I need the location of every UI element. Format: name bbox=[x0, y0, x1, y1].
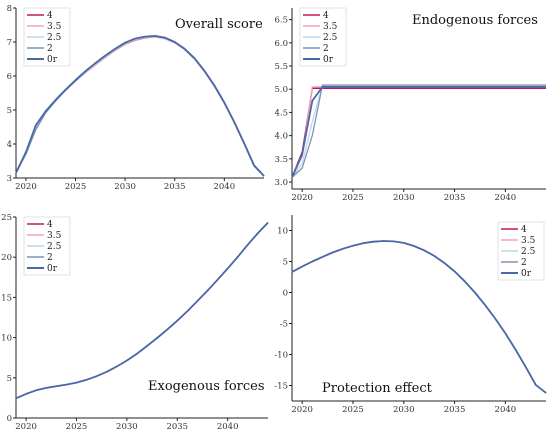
y-tick-label: 10 bbox=[1, 334, 12, 344]
y-tick-label: 4.5 bbox=[274, 108, 288, 118]
legend-label: 3.5 bbox=[47, 231, 62, 241]
series-line-1 bbox=[291, 86, 546, 178]
x-tick-label: 2020 bbox=[15, 182, 37, 192]
x-tick-label: 2025 bbox=[66, 422, 88, 429]
y-tick-label: 5 bbox=[7, 374, 12, 384]
y-tick-label: 3 bbox=[7, 174, 12, 184]
y-tick-label: 0 bbox=[7, 414, 12, 424]
chart-title: Exogenous forces bbox=[148, 379, 265, 394]
x-tick-label: 2020 bbox=[291, 193, 313, 203]
legend-label: 4 bbox=[47, 220, 53, 230]
x-tick-label: 2030 bbox=[393, 405, 415, 415]
y-tick-label: -5 bbox=[280, 320, 288, 330]
x-tick-label: 2040 bbox=[495, 405, 517, 415]
legend-label: 0r bbox=[521, 269, 532, 279]
y-tick-label: 6.0 bbox=[274, 39, 288, 49]
y-tick-label: 20 bbox=[1, 253, 12, 263]
y-tick-label: 4 bbox=[7, 140, 12, 150]
legend-label: 3.5 bbox=[323, 22, 338, 32]
legend-label: 4 bbox=[47, 11, 53, 21]
legend-label: 2 bbox=[323, 44, 329, 54]
x-tick-label: 2025 bbox=[342, 405, 364, 415]
y-tick-label: 5 bbox=[7, 106, 12, 116]
y-tick-label: 5.0 bbox=[274, 85, 288, 95]
legend-label: 0r bbox=[47, 55, 58, 65]
legend-label: 2 bbox=[521, 258, 527, 268]
legend-label: 2 bbox=[47, 253, 53, 263]
legend-label: 0r bbox=[47, 264, 58, 274]
legend-label: 4 bbox=[323, 11, 329, 21]
legend-label: 2.5 bbox=[47, 33, 62, 43]
legend-label: 2.5 bbox=[47, 242, 62, 252]
x-tick-label: 2035 bbox=[166, 422, 188, 429]
legend-box bbox=[23, 7, 71, 67]
x-tick-label: 2020 bbox=[15, 422, 37, 429]
y-tick-label: 3.5 bbox=[274, 155, 288, 165]
x-tick-label: 2030 bbox=[116, 422, 138, 429]
series-line-4 bbox=[291, 86, 546, 178]
chart-title: Overall score bbox=[175, 17, 263, 32]
x-tick-label: 2025 bbox=[65, 182, 87, 192]
chart-panel-4: 2020 2025 2030 2035 2040 -15 -10 -5 0 5 10 43.52.52… bbox=[274, 215, 547, 415]
x-tick-label: 2030 bbox=[114, 182, 136, 192]
chart-panel-1: 2020 2025 2030 2035 204034567843.52.520rOver… bbox=[7, 4, 265, 192]
y-tick-label: 0 bbox=[283, 289, 288, 299]
x-tick-label: 2035 bbox=[444, 193, 466, 203]
legend-label: 0r bbox=[323, 55, 334, 65]
chart-title: Endogenous forces bbox=[412, 13, 538, 28]
x-tick-label: 2020 bbox=[291, 405, 313, 415]
y-tick-label: 6.5 bbox=[274, 16, 288, 26]
y-tick-label: -15 bbox=[274, 382, 288, 392]
x-tick-label: 2040 bbox=[213, 182, 235, 192]
legend-label: 2.5 bbox=[323, 33, 338, 43]
y-tick-label: 5.5 bbox=[274, 62, 288, 72]
chart-panel-3: 2020 2025 2030 2035 2040051015202543.52.520r… bbox=[1, 213, 269, 429]
y-tick-label: 4.0 bbox=[274, 132, 288, 142]
x-tick-label: 2025 bbox=[342, 193, 364, 203]
y-tick-label: 5 bbox=[283, 258, 288, 268]
x-tick-label: 2030 bbox=[393, 193, 415, 203]
y-tick-label: 8 bbox=[7, 4, 12, 14]
x-tick-label: 2035 bbox=[164, 182, 186, 192]
y-tick-label: 15 bbox=[1, 293, 12, 303]
x-tick-label: 2040 bbox=[495, 193, 517, 203]
legend-label: 2 bbox=[47, 44, 53, 54]
chart-panel-2: 2020 2025 2030 2035 2040 3.0 3.5 4.0 4.5 5.0 5.5 6.… bbox=[274, 7, 546, 203]
y-tick-label: 7 bbox=[7, 38, 12, 48]
legend-label: 2.5 bbox=[521, 247, 536, 257]
legend-label: 4 bbox=[521, 225, 527, 235]
y-tick-label: -10 bbox=[274, 351, 288, 361]
series-line-4 bbox=[291, 240, 547, 394]
x-tick-label: 2040 bbox=[217, 422, 239, 429]
legend-label: 3.5 bbox=[47, 22, 62, 32]
y-tick-label: 10 bbox=[277, 227, 288, 237]
series-line-4 bbox=[15, 221, 269, 400]
x-tick-label: 2035 bbox=[444, 405, 466, 415]
series-line-4 bbox=[15, 35, 265, 177]
y-tick-label: 3.0 bbox=[274, 178, 288, 188]
legend-label: 3.5 bbox=[521, 236, 536, 246]
series-line-2 bbox=[291, 84, 546, 178]
y-tick-label: 6 bbox=[7, 72, 12, 82]
series-line-0 bbox=[291, 87, 546, 178]
series-line-3 bbox=[291, 84, 546, 178]
chart-title: Protection effect bbox=[322, 381, 433, 396]
y-tick-label: 25 bbox=[1, 213, 12, 223]
